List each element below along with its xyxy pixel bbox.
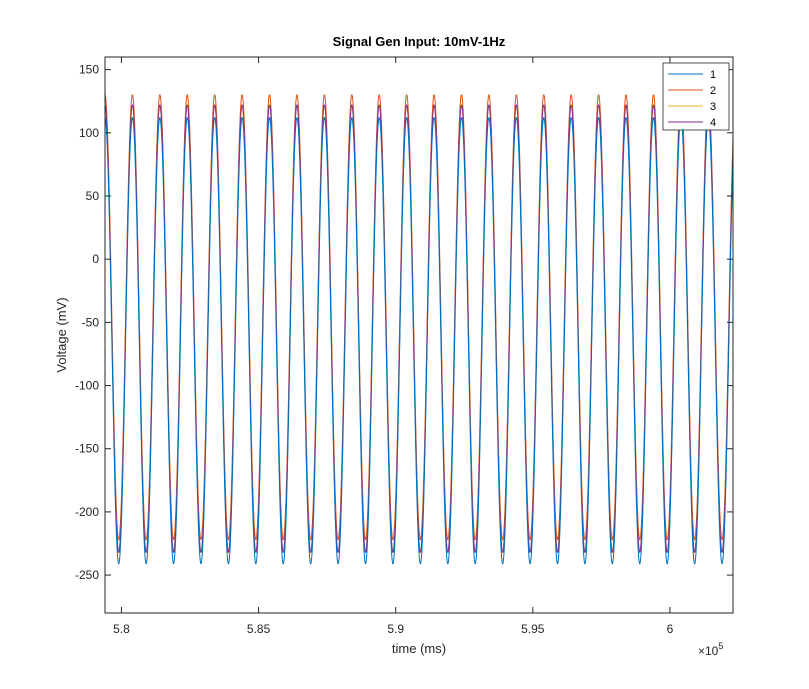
legend-label-1: 1: [710, 69, 716, 81]
x-tick-label: 5.85: [247, 622, 271, 636]
x-tick-label: 5.8: [113, 622, 130, 636]
x-tick-label: 5.95: [521, 622, 545, 636]
chart-title: Signal Gen Input: 10mV-1Hz: [333, 34, 506, 49]
plot-box: [104, 56, 734, 614]
y-tick-label: 100: [79, 126, 99, 140]
y-axis-label: Voltage (mV): [54, 297, 69, 372]
x-axis-exponent-power: 5: [718, 641, 723, 651]
x-tick-label: 6: [667, 622, 674, 636]
x-axis-ticks: 5.8 5.85 5.9 5.95 6: [113, 57, 674, 636]
legend-label-2: 2: [710, 85, 716, 97]
y-tick-label: -150: [75, 442, 99, 456]
legend-label-3: 3: [710, 101, 716, 113]
y-tick-label: 150: [79, 63, 99, 77]
y-tick-label: -50: [82, 315, 100, 329]
x-axis-exponent-base: ×10: [698, 644, 719, 658]
y-tick-label: 50: [86, 189, 100, 203]
legend-label-4: 4: [710, 117, 716, 129]
y-axis-ticks: -250 -200 -150 -100 -50 0 50 100 150: [75, 63, 733, 582]
y-tick-label: -100: [75, 379, 99, 393]
legend-items: 1 2 3 4: [668, 69, 716, 129]
legend[interactable]: 1 2 3 4: [662, 62, 730, 131]
x-axis-exponent: ×105: [698, 641, 723, 658]
y-tick-label: 0: [92, 252, 99, 266]
series-traces: [105, 94, 733, 565]
x-axis-label: time (ms): [392, 641, 446, 656]
y-tick-label: -200: [75, 505, 99, 519]
series-line-1: [105, 116, 733, 565]
legend-box: [662, 62, 730, 131]
x-tick-label: 5.9: [387, 622, 404, 636]
y-tick-label: -250: [75, 568, 99, 582]
